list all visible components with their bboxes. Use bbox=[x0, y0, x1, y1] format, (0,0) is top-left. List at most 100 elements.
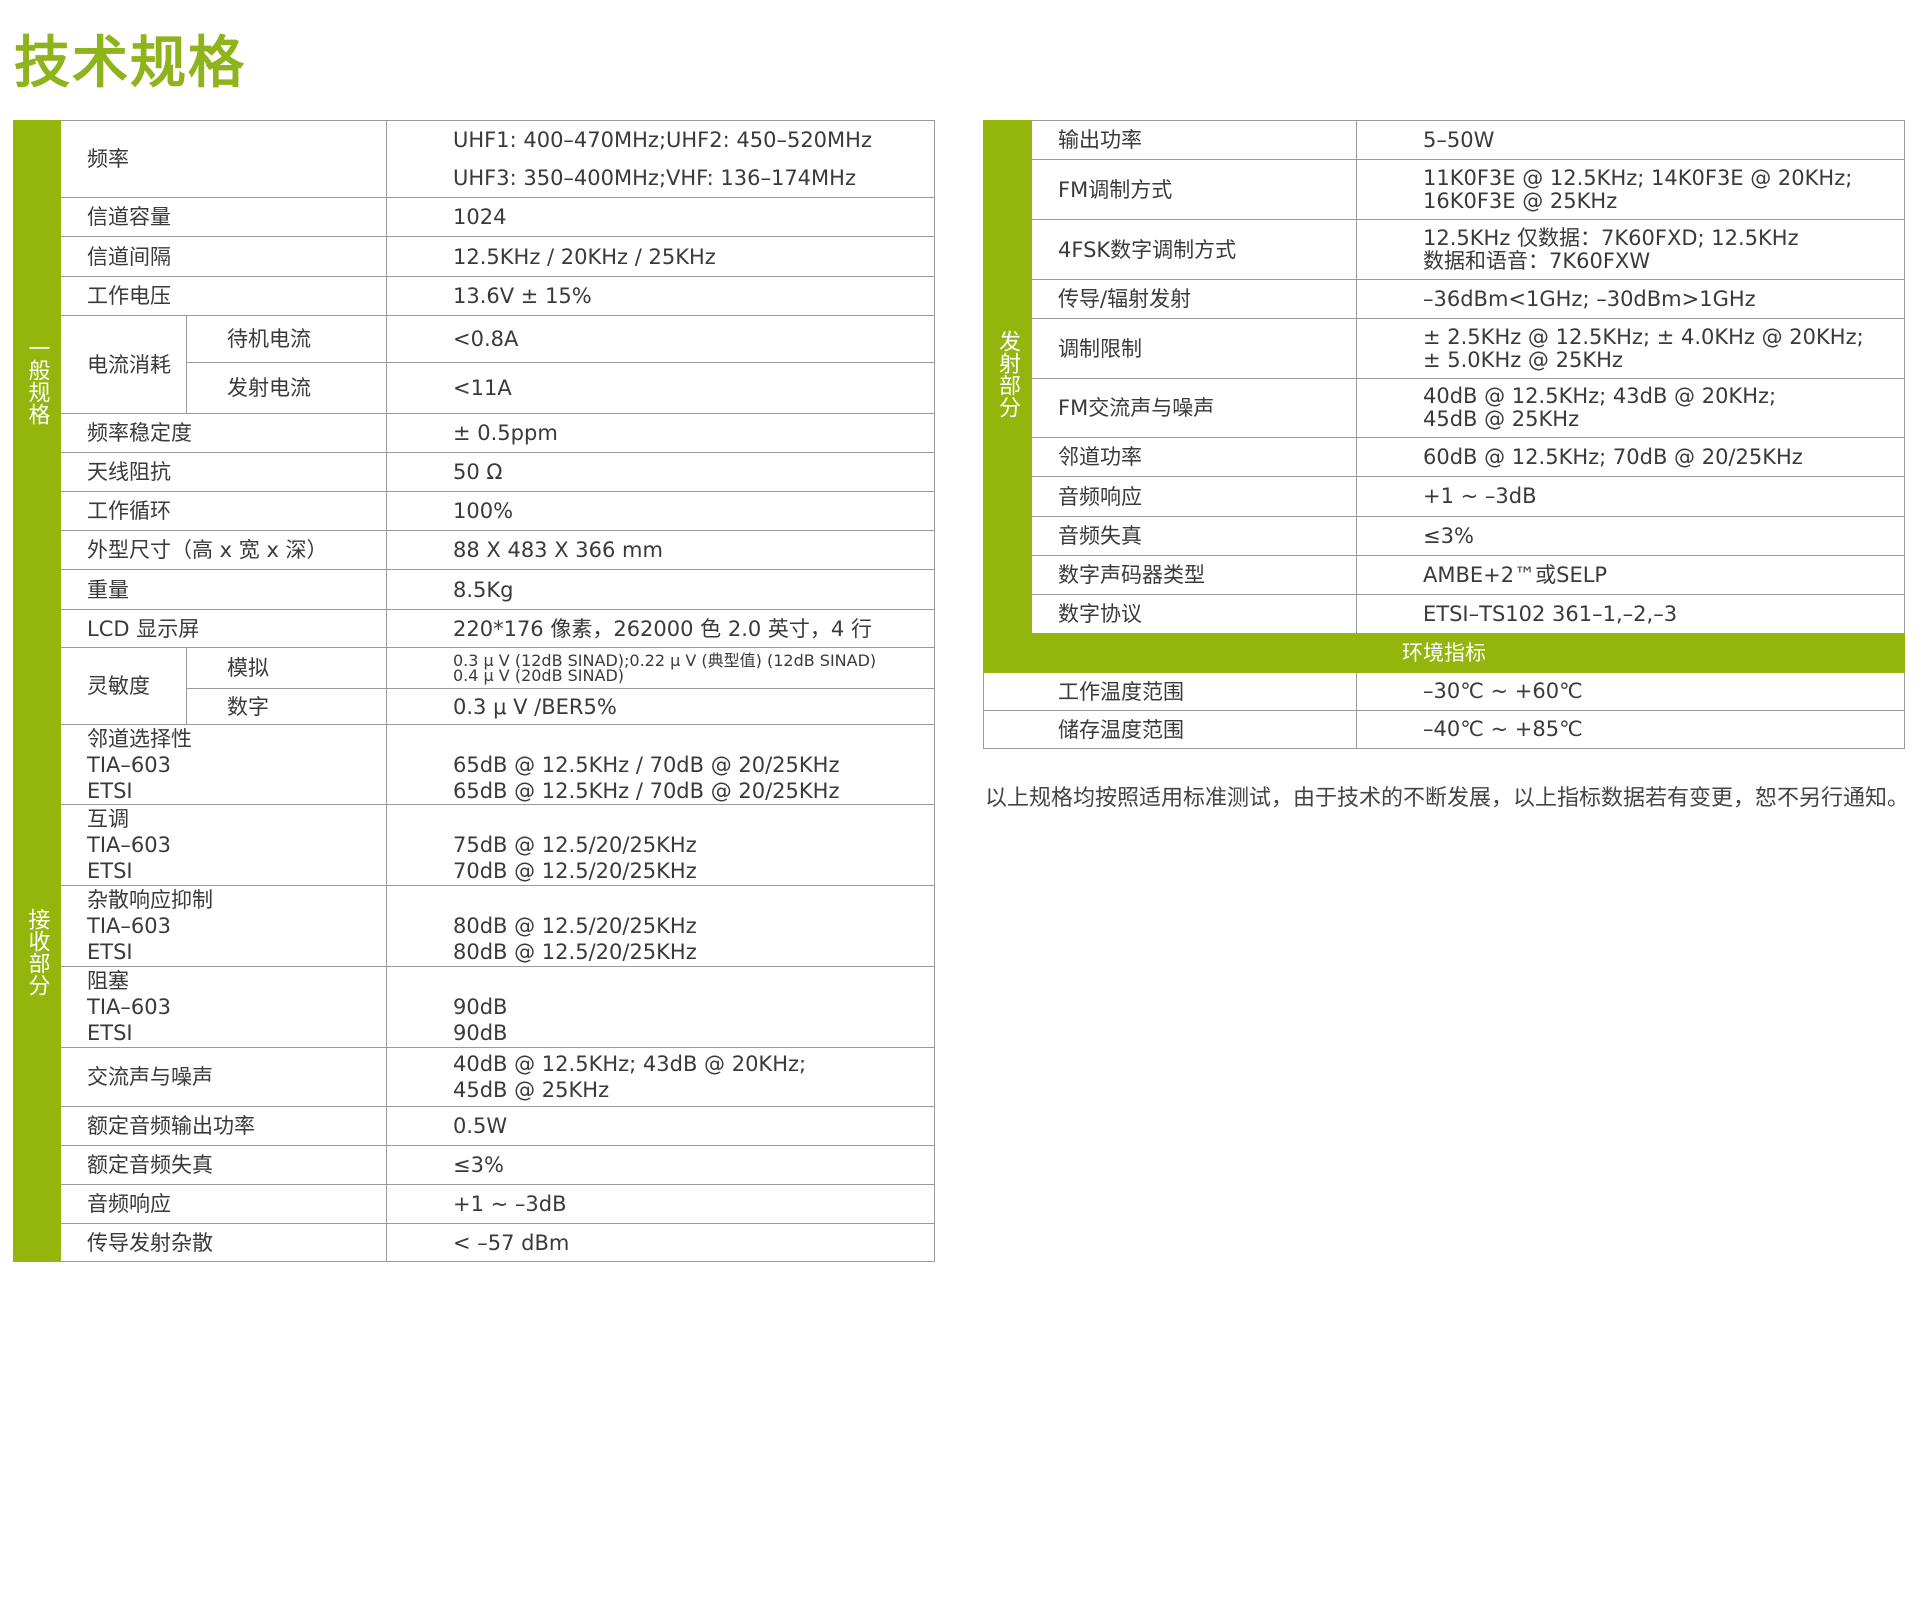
spec-label: 邻道功率 bbox=[1031, 437, 1357, 477]
spec-sublabel: 模拟 bbox=[186, 647, 387, 689]
value-text-line: ETSI–TS102 361–1,–2,–3 bbox=[1423, 601, 1678, 626]
value-text-line: ± 5.0KHz @ 25KHz bbox=[1423, 347, 1623, 372]
spec-label: 天线阻抗 bbox=[60, 452, 387, 492]
section-label-general: 一般规格 bbox=[13, 120, 61, 648]
spec-row: 一般规格 频率 UHF1: 400–470MHz;UHF2: 450–520MHz U… bbox=[13, 120, 935, 648]
spec-row: 邻道功率 60dB @ 12.5KHz; 70dB @ 20/25KHz bbox=[984, 437, 1905, 477]
spec-value: 60dB @ 12.5KHz; 70dB @ 20/25KHz bbox=[1356, 437, 1905, 477]
spec-row: 传导/辐射发射 –36dBm<1GHz; –30dBm>1GHz bbox=[984, 279, 1905, 319]
spec-label-text: 工作循环 bbox=[87, 499, 171, 523]
spec-label: 互调 TIA–603 ETSI bbox=[60, 804, 387, 886]
spec-row: 外型尺寸（高 x 宽 x 深） 88 X 483 X 366 mm bbox=[14, 530, 935, 570]
value-text: 12.5KHz / 20KHz / 25KHz bbox=[453, 244, 716, 269]
spec-row: 额定音频失真 ≤3% bbox=[14, 1145, 935, 1185]
spec-value: –36dBm<1GHz; –30dBm>1GHz bbox=[1356, 279, 1905, 319]
value-text-line: ± 2.5KHz @ 12.5KHz; ± 4.0KHz @ 20KHz; bbox=[1423, 324, 1864, 349]
value-text: +1 ~ –3dB bbox=[453, 1192, 567, 1216]
value-text: 50 Ω bbox=[453, 460, 503, 484]
spec-label-text: 数字协议 bbox=[1058, 602, 1142, 626]
spec-label: 交流声与噪声 bbox=[60, 1047, 387, 1107]
spec-value: 88 X 483 X 366 mm bbox=[386, 530, 935, 570]
value-text-line: 5–50W bbox=[1423, 127, 1495, 152]
spec-label-text: 输出功率 bbox=[1058, 128, 1142, 152]
spec-value: UHF1: 400–470MHz;UHF2: 450–520MHz UHF3: 3… bbox=[386, 120, 935, 198]
spec-row: 音频响应 +1 ~ –3dB bbox=[14, 1184, 935, 1224]
sublabel-text: 数字 bbox=[227, 694, 269, 719]
spec-label: 4FSK数字调制方式 bbox=[1031, 219, 1357, 280]
spec-value: 11K0F3E @ 12.5KHz; 14K0F3E @ 20KHz; 16K0F… bbox=[1356, 159, 1905, 220]
spec-label-text-line: ETSI bbox=[87, 1021, 133, 1045]
spec-label: 额定音频输出功率 bbox=[60, 1106, 387, 1146]
spec-label-text-line: ETSI bbox=[87, 859, 133, 883]
spec-label-text-line: ETSI bbox=[87, 940, 133, 964]
value-text: 13.6V ± 15% bbox=[453, 284, 592, 308]
value-text-line: 0.3 μ V (12dB SINAD);0.22 μ V (典型值) (12d… bbox=[453, 651, 877, 670]
value-text-line: 80dB @ 12.5/20/25KHz bbox=[453, 940, 697, 964]
value-text-line: UHF3: 350–400MHz;VHF: 136–174MHz bbox=[453, 166, 856, 190]
spec-label-text: LCD 显示屏 bbox=[87, 616, 200, 641]
spec-label-text-line: 邻道选择性 bbox=[87, 726, 192, 751]
spec-value: < –57 dBm bbox=[386, 1223, 935, 1262]
spec-row: 信道间隔 12.5KHz / 20KHz / 25KHz bbox=[14, 236, 935, 277]
spec-label-text: 传导发射杂散 bbox=[87, 1230, 213, 1255]
spec-label: 额定音频失真 bbox=[60, 1145, 387, 1185]
spec-row: 工作循环 100% bbox=[14, 491, 935, 531]
page-title: 技术规格 bbox=[14, 31, 246, 96]
spec-label: 传导发射杂散 bbox=[60, 1223, 387, 1262]
value-text-line: 80dB @ 12.5/20/25KHz bbox=[453, 914, 697, 938]
spec-value: <0.8A bbox=[386, 315, 935, 363]
value-text-line: 16K0F3E @ 25KHz bbox=[1423, 188, 1618, 213]
spec-value: 12.5KHz 仅数据：7K60FXD; 12.5KHz 数据和语音：7K60FX… bbox=[1356, 219, 1905, 280]
spec-value: 50 Ω bbox=[386, 452, 935, 492]
spec-value: +1 ~ –3dB bbox=[1356, 476, 1905, 517]
spec-row: 发射电流 <11A bbox=[14, 362, 935, 414]
spec-row: 重量 8.5Kg bbox=[14, 569, 935, 610]
spec-row: 储存温度范围 –40℃ ~ +85℃ bbox=[983, 710, 1905, 749]
spec-row: FM调制方式 11K0F3E @ 12.5KHz; 14K0F3E @ 20KHz… bbox=[984, 159, 1905, 220]
spec-row: 4FSK数字调制方式 12.5KHz 仅数据：7K60FXD; 12.5KHz 数据… bbox=[984, 219, 1905, 280]
spec-value: 0.5W bbox=[386, 1106, 935, 1146]
value-text-line: 12.5KHz 仅数据：7K60FXD; 12.5KHz bbox=[1423, 225, 1799, 250]
spec-row: 电流消耗 待机电流 <0.8A bbox=[14, 315, 935, 414]
value-text: 8.5Kg bbox=[453, 577, 514, 602]
value-text-line: 40dB @ 12.5KHz; 43dB @ 20KHz; bbox=[1423, 384, 1777, 408]
spec-value: 8.5Kg bbox=[386, 569, 935, 610]
spec-label: 传导/辐射发射 bbox=[1031, 279, 1357, 319]
spec-row: 天线阻抗 50 Ω bbox=[14, 452, 935, 492]
value-text-line: 60dB @ 12.5KHz; 70dB @ 20/25KHz bbox=[1423, 444, 1803, 469]
value-text-line: 0.4 μ V (20dB SINAD) bbox=[453, 666, 624, 685]
spec-label-text: 4FSK数字调制方式 bbox=[1058, 237, 1237, 262]
section-label-receiver: 接收部分 bbox=[13, 647, 61, 1262]
value-text: < –57 dBm bbox=[453, 1230, 570, 1255]
value-text-line: UHF1: 400–470MHz;UHF2: 450–520MHz bbox=[453, 128, 872, 152]
spec-label: 频率稳定度 bbox=[60, 413, 387, 453]
spec-label: 数字协议 bbox=[1031, 594, 1357, 634]
spec-row: 邻道选择性 TIA–603 ETSI 65dB @ 12.5KHz / 70dB @… bbox=[14, 724, 935, 805]
value-text: 88 X 483 X 366 mm bbox=[453, 538, 663, 562]
value-text: ≤3% bbox=[453, 1153, 504, 1177]
spec-value: ± 2.5KHz @ 12.5KHz; ± 4.0KHz @ 20KHz; ± … bbox=[1356, 318, 1905, 379]
value-text-line: 75dB @ 12.5/20/25KHz bbox=[453, 833, 697, 857]
spec-label: 调制限制 bbox=[1031, 318, 1357, 379]
spec-label: 信道间隔 bbox=[60, 236, 387, 277]
spec-value: ≤3% bbox=[1356, 516, 1905, 556]
spec-row: 发射部分 输出功率 5–50W bbox=[983, 120, 1905, 634]
value-text-line: 40dB @ 12.5KHz; 43dB @ 20KHz; bbox=[453, 1052, 807, 1076]
value-text-line: ≤3% bbox=[1423, 523, 1474, 548]
spec-label-text: 储存温度范围 bbox=[1058, 717, 1184, 742]
spec-label: 音频响应 bbox=[1031, 476, 1357, 517]
spec-label: 输出功率 bbox=[1031, 120, 1357, 160]
spec-label-text: 音频失真 bbox=[1058, 524, 1142, 548]
spec-label-text-line: TIA–603 bbox=[87, 914, 171, 938]
spec-label: 杂散响应抑制 TIA–603 ETSI bbox=[60, 885, 387, 967]
spec-row: 数字协议 ETSI–TS102 361–1,–2,–3 bbox=[984, 594, 1905, 634]
spec-value: ≤3% bbox=[386, 1145, 935, 1185]
spec-value: ETSI–TS102 361–1,–2,–3 bbox=[1356, 594, 1905, 634]
spec-value: 100% bbox=[386, 491, 935, 531]
spec-value: 0.3 μ V /BER5% bbox=[386, 688, 935, 725]
spec-row: 音频响应 +1 ~ –3dB bbox=[984, 476, 1905, 517]
spec-value: +1 ~ –3dB bbox=[386, 1184, 935, 1224]
spec-value: 75dB @ 12.5/20/25KHz 70dB @ 12.5/20/25KHz bbox=[386, 804, 935, 886]
spec-label-text-line: TIA–603 bbox=[87, 833, 171, 857]
value-text-line: 45dB @ 25KHz bbox=[453, 1078, 610, 1102]
